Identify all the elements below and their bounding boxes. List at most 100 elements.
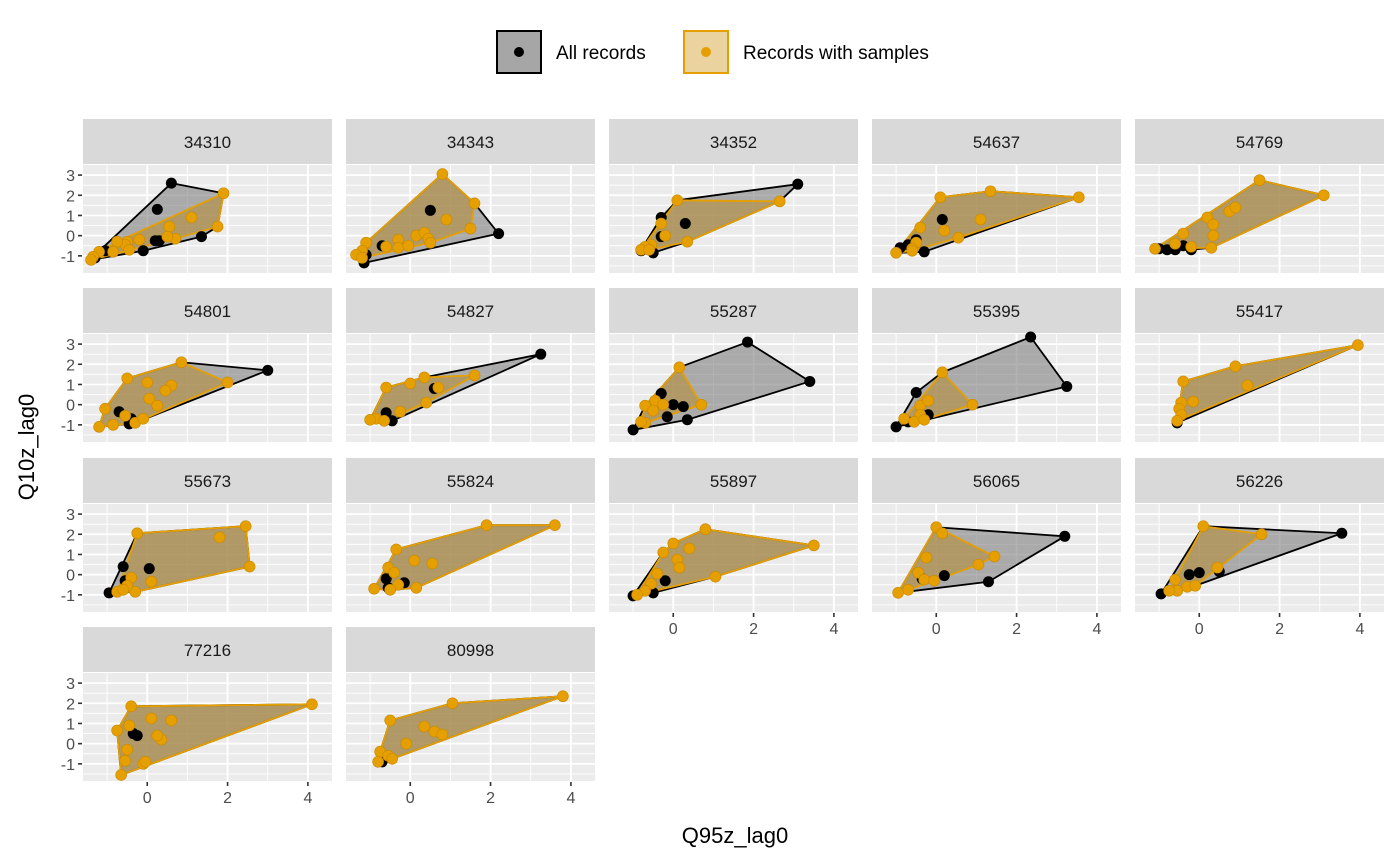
point-records-with-samples	[1177, 375, 1189, 388]
strip-label: 55824	[447, 472, 494, 491]
y-tick-label: 2	[66, 188, 75, 205]
point-records-with-samples	[655, 217, 668, 230]
point-records-with-samples	[388, 566, 400, 579]
point-records-with-samples	[145, 712, 158, 725]
facet-panel: 55673 3 2 1 0 -1	[61, 458, 332, 612]
facet-panel: 34343	[346, 119, 595, 273]
strip-background	[872, 458, 1121, 503]
legend: All records Records with samples	[496, 30, 929, 74]
point-records-with-samples	[99, 402, 111, 415]
point-records-with-samples	[446, 697, 459, 710]
y-tick-label: 1	[66, 547, 75, 564]
y-tick-label: 3	[66, 507, 75, 524]
strip-background	[872, 119, 1121, 164]
point-records-with-samples	[368, 582, 380, 595]
point-all-records	[627, 424, 639, 436]
point-records-with-samples	[918, 413, 931, 426]
point-records-with-samples	[436, 168, 449, 180]
point-records-with-samples	[213, 531, 226, 544]
strip-background	[609, 119, 858, 164]
y-tick-label: 1	[66, 208, 75, 225]
point-all-records	[681, 414, 693, 426]
point-records-with-samples	[1187, 395, 1200, 408]
point-records-with-samples	[151, 729, 164, 742]
point-records-with-samples	[974, 213, 987, 226]
point-records-with-samples	[145, 575, 158, 588]
facet-panel: 55417	[1135, 288, 1384, 442]
point-all-records	[1161, 244, 1173, 256]
point-records-with-samples	[151, 399, 164, 412]
point-records-with-samples	[239, 520, 252, 533]
x-tick-label: 2	[223, 790, 232, 807]
point-all-records	[380, 573, 392, 585]
strip-label: 54827	[447, 302, 494, 321]
point-all-records	[667, 399, 679, 411]
point-records-with-samples	[402, 239, 415, 252]
point-records-with-samples	[243, 560, 256, 573]
point-records-with-samples	[647, 404, 659, 417]
point-records-with-samples	[410, 581, 423, 594]
strip-label: 54769	[1236, 133, 1283, 152]
hull-records-with-samples	[355, 173, 476, 259]
strip-label: 55287	[710, 302, 757, 321]
point-records-with-samples	[426, 557, 439, 570]
point-records-with-samples	[364, 413, 376, 426]
point-records-with-samples	[695, 398, 708, 411]
point-records-with-samples	[143, 392, 156, 405]
y-tick-label: -1	[61, 588, 75, 605]
point-all-records	[890, 421, 902, 433]
y-tick-label: 0	[66, 737, 75, 754]
point-records-with-samples	[1189, 579, 1202, 592]
point-records-with-samples	[85, 254, 97, 266]
point-all-records	[117, 561, 129, 573]
point-records-with-samples	[984, 185, 997, 198]
x-tick-label: 2	[749, 621, 758, 638]
strip-background	[83, 119, 332, 164]
facet-panel: 34352	[609, 119, 858, 273]
legend-label-all-records: All records	[556, 43, 646, 64]
point-records-with-samples	[125, 700, 137, 713]
point-all-records	[661, 411, 673, 423]
point-records-with-samples	[920, 551, 933, 564]
x-tick-label: 4	[1092, 621, 1101, 638]
strip-label: 55417	[1236, 302, 1283, 321]
point-records-with-samples	[137, 412, 150, 425]
point-records-with-samples	[480, 519, 493, 531]
facet-panel: 56065 0 2 4	[872, 458, 1121, 638]
point-records-with-samples	[468, 197, 481, 210]
point-records-with-samples	[709, 570, 722, 583]
point-all-records	[262, 364, 274, 376]
x-tick-label: 2	[1012, 621, 1021, 638]
point-records-with-samples	[934, 191, 947, 204]
point-records-with-samples	[1171, 415, 1183, 427]
point-records-with-samples	[1169, 573, 1181, 586]
point-records-with-samples	[115, 769, 127, 781]
point-records-with-samples	[908, 416, 920, 428]
point-all-records	[151, 203, 163, 215]
point-records-with-samples	[659, 229, 672, 242]
facet-panel: 54769	[1135, 119, 1384, 273]
point-records-with-samples	[1149, 242, 1161, 255]
y-tick-label: 1	[66, 377, 75, 394]
strip-background	[346, 458, 595, 503]
point-records-with-samples	[161, 230, 174, 243]
point-records-with-samples	[380, 381, 392, 394]
x-tick-label: 2	[1275, 621, 1284, 638]
facet-panel: 54827	[346, 288, 595, 442]
point-all-records	[1183, 569, 1195, 581]
point-all-records	[1336, 527, 1348, 539]
facet-panel: 77216 3 2 1 0 -1 0 2 4	[61, 627, 332, 807]
point-records-with-samples	[1207, 229, 1220, 242]
strip-background	[609, 288, 858, 333]
point-records-with-samples	[400, 737, 413, 750]
point-records-with-samples	[671, 194, 684, 207]
legend-key-all-records	[496, 30, 542, 74]
strip-label: 55673	[184, 472, 231, 491]
point-records-with-samples	[123, 243, 135, 256]
y-tick-label: 3	[66, 676, 75, 693]
point-records-with-samples	[139, 756, 152, 768]
y-tick-label: -1	[61, 757, 75, 774]
y-tick-label: 3	[66, 168, 75, 185]
strip-label: 80998	[447, 641, 494, 660]
